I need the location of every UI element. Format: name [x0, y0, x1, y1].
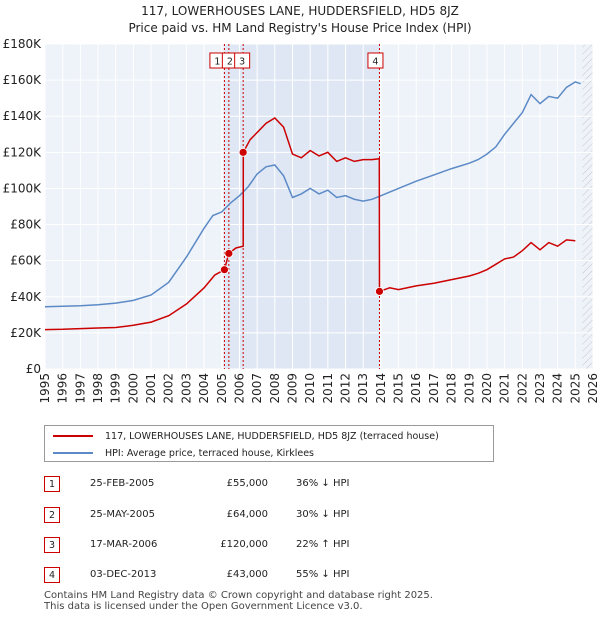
x-tick-label: 2024 [551, 373, 565, 404]
transaction-number: 2 [44, 507, 60, 523]
x-tick-label: 1998 [91, 373, 105, 404]
y-tick-label: £180K [3, 37, 43, 51]
transaction-hpi-diff: 22% ↑ HPI [296, 539, 350, 550]
transaction-marker: 3 [234, 52, 251, 69]
x-tick-label: 2015 [392, 373, 406, 404]
x-tick-label: 2017 [427, 373, 441, 404]
legend-label-hpi: HPI: Average price, terraced house, Kirk… [105, 447, 315, 459]
transaction-hpi-diff: 36% ↓ HPI [296, 478, 350, 489]
footer: Contains HM Land Registry data © Crown c… [44, 590, 433, 612]
marker-box [234, 52, 251, 69]
transaction-price: £55,000 [226, 478, 268, 489]
x-tick-label: 2008 [268, 373, 282, 404]
x-tick-label: 2019 [462, 373, 476, 404]
property-series-line [44, 117, 576, 331]
y-axis-ticks: £0 £20K £40K £60K £80K £100K £120K £140K £160K £1… [3, 37, 43, 376]
legend-swatch-hpi [53, 452, 93, 454]
y-tick-label: £60K [10, 254, 42, 268]
x-tick-label: 2003 [179, 373, 193, 404]
x-tick-label: 2005 [215, 373, 229, 404]
x-tick-label: 2009 [285, 373, 299, 404]
transaction-date: 25-MAY-2005 [90, 509, 156, 520]
x-axis-ticks: 1995 1996 1997 1998 1999 2000 2001 2002 2003 2004… [38, 373, 600, 404]
x-tick-label: 2023 [533, 373, 547, 404]
x-tick-label: 2000 [126, 373, 140, 404]
x-tick-label: 2007 [250, 373, 264, 404]
transaction-marker: 4 [367, 52, 384, 69]
hpi-series-line [44, 81, 581, 308]
x-tick-label: 2006 [232, 373, 246, 404]
legend-item-property: 117, LOWERHOUSES LANE, HUDDERSFIELD, HD5… [53, 428, 439, 444]
transaction-price: £43,000 [226, 569, 268, 580]
x-tick-label: 2011 [321, 373, 335, 404]
x-tick-label: 2004 [197, 373, 211, 404]
y-tick-label: £140K [3, 109, 43, 123]
transaction-number: 1 [44, 476, 60, 492]
shaded-period [243, 44, 380, 369]
y-tick-label: £40K [10, 290, 42, 304]
transaction-date: 03-DEC-2013 [90, 569, 157, 580]
transaction-number: 3 [44, 537, 60, 553]
chart-subtitle: Price paid vs. HM Land Registry's House … [128, 21, 471, 35]
y-tick-label: £120K [3, 145, 43, 159]
series-lines [44, 81, 581, 331]
table-row: 4 03-DEC-2013 £43,000 55% ↓ HPI [44, 567, 424, 585]
marker-label: 3 [239, 57, 245, 68]
transaction-point [224, 249, 234, 258]
x-tick-label: 2021 [498, 373, 512, 404]
y-tick-label: £0 [26, 362, 41, 376]
x-tick-label: 2025 [568, 373, 582, 404]
table-row: 3 17-MAR-2006 £120,000 22% ↑ HPI [44, 537, 424, 555]
x-tick-label: 2012 [339, 373, 353, 404]
y-tick-label: £80K [10, 218, 42, 232]
x-tick-label: 2018 [445, 373, 459, 404]
x-tick-label: 2022 [515, 373, 529, 404]
table-row: 2 25-MAY-2005 £64,000 30% ↓ HPI [44, 507, 424, 525]
marker-box [367, 52, 384, 69]
transaction-price: £64,000 [226, 509, 268, 520]
x-tick-label: 2002 [162, 373, 176, 404]
legend-item-hpi: HPI: Average price, terraced house, Kirk… [53, 445, 314, 461]
transaction-points [220, 147, 384, 296]
footer-license: This data is licensed under the Open Gov… [44, 601, 363, 612]
legend-swatch-property [53, 435, 93, 437]
legend-label-property: 117, LOWERHOUSES LANE, HUDDERSFIELD, HD5… [105, 430, 439, 442]
marker-label: 2 [227, 57, 233, 68]
x-tick-label: 2020 [480, 373, 494, 404]
x-tick-label: 1999 [109, 373, 123, 404]
transaction-price: £120,000 [220, 539, 268, 550]
grid-lines [44, 43, 594, 370]
table-row: 1 25-FEB-2005 £55,000 36% ↓ HPI [44, 476, 424, 494]
transaction-point [375, 286, 384, 296]
marker-label: 1 [214, 57, 220, 68]
x-tick-label: 2001 [144, 373, 158, 404]
transaction-point [220, 265, 229, 275]
transaction-hpi-diff: 55% ↓ HPI [296, 569, 350, 580]
footer-copyright: Contains HM Land Registry data © Crown c… [44, 590, 433, 601]
price-chart: 117, LOWERHOUSES LANE, HUDDERSFIELD, HD5… [3, 4, 600, 404]
legend: 117, LOWERHOUSES LANE, HUDDERSFIELD, HD5… [44, 425, 494, 462]
x-tick-label: 2013 [356, 373, 370, 404]
transaction-date: 17-MAR-2006 [90, 539, 158, 550]
y-tick-label: £20K [10, 326, 42, 340]
x-tick-label: 2016 [409, 373, 423, 404]
transaction-date: 25-FEB-2005 [90, 478, 155, 489]
y-tick-label: £100K [3, 181, 43, 195]
x-tick-label: 1997 [73, 373, 87, 404]
x-tick-label: 1996 [56, 373, 70, 404]
y-tick-label: £160K [3, 73, 43, 87]
chart-title: 117, LOWERHOUSES LANE, HUDDERSFIELD, HD5… [141, 4, 459, 18]
sale-period-shading [224, 44, 593, 369]
marker-label: 4 [372, 57, 378, 68]
forecast-region [582, 44, 593, 369]
x-tick-label: 2010 [303, 373, 317, 404]
x-tick-label: 2014 [374, 373, 388, 404]
transaction-number: 4 [44, 567, 60, 583]
x-tick-label: 2026 [586, 373, 600, 404]
transaction-hpi-diff: 30% ↓ HPI [296, 509, 350, 520]
x-tick-label: 1995 [38, 373, 52, 404]
transaction-point [238, 147, 248, 157]
